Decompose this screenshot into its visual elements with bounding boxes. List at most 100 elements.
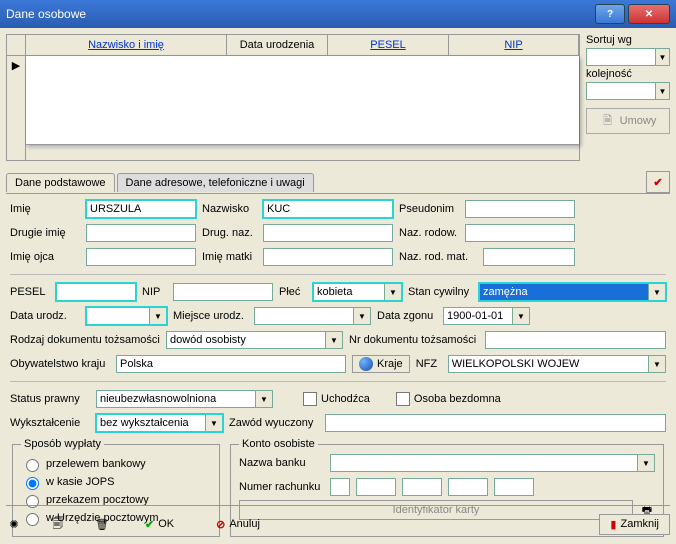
window-title: Dane osobowe	[6, 7, 86, 21]
personal-data-window: Dane osobowe ? ✕ Nazwisko i imię Data ur…	[0, 0, 676, 544]
countries-button[interactable]: Kraje	[352, 355, 410, 373]
contracts-button[interactable]: 🗎Umowy	[586, 108, 670, 134]
door-icon: ▮	[610, 518, 616, 531]
chevron-down-icon[interactable]: ▼	[150, 307, 167, 325]
profession-label: Zawód wyuczony	[229, 417, 319, 429]
death-date-input[interactable]	[443, 307, 513, 325]
chevron-down-icon[interactable]: ▼	[206, 414, 223, 432]
copy-icon[interactable]: 🗐	[50, 516, 66, 532]
chevron-down-icon[interactable]: ▼	[656, 48, 670, 66]
document-icon: 🗎	[600, 113, 616, 129]
account-seg-1[interactable]	[356, 478, 396, 496]
father-name-input[interactable]	[86, 248, 196, 266]
account-seg-0[interactable]	[330, 478, 350, 496]
pesel-label: PESEL	[10, 286, 50, 298]
citizenship-input[interactable]	[116, 355, 346, 373]
sex-select[interactable]	[313, 283, 385, 301]
pseudonym-input[interactable]	[465, 200, 575, 218]
first-name-input[interactable]	[86, 200, 196, 218]
chevron-down-icon[interactable]: ▼	[638, 454, 655, 472]
refugee-checkbox[interactable]: Uchodźca	[303, 392, 370, 406]
col-name[interactable]: Nazwisko i imię	[26, 35, 227, 55]
nfz-label: NFZ	[416, 358, 442, 370]
chevron-down-icon[interactable]: ▼	[385, 283, 402, 301]
maiden-name-label: Naz. rodow.	[399, 227, 459, 239]
marital-status-label: Stan cywilny	[408, 286, 473, 298]
account-seg-2[interactable]	[402, 478, 442, 496]
sort-order-select[interactable]: rosnąca	[586, 82, 656, 100]
close-button[interactable]: ▮Zamknij	[599, 514, 670, 535]
mother-name-label: Imię matki	[202, 251, 257, 263]
father-name-label: Imię ojca	[10, 251, 80, 263]
bank-name-label: Nazwa banku	[239, 457, 324, 469]
help-button[interactable]: ?	[595, 4, 625, 24]
education-select[interactable]	[96, 414, 206, 432]
education-label: Wykształcenie	[10, 417, 90, 429]
last-name-input[interactable]	[263, 200, 393, 218]
account-seg-4[interactable]	[494, 478, 534, 496]
validate-button[interactable]: ✔	[646, 171, 670, 193]
chevron-down-icon[interactable]: ▼	[256, 390, 273, 408]
chevron-down-icon[interactable]: ▼	[354, 307, 371, 325]
chevron-down-icon[interactable]: ▼	[513, 307, 530, 325]
sort-by-label: Sortuj wg	[586, 34, 670, 46]
mother-name-input[interactable]	[263, 248, 393, 266]
homeless-checkbox[interactable]: Osoba bezdomna	[396, 392, 501, 406]
new-icon[interactable]: ✺	[6, 516, 22, 532]
col-pesel[interactable]: PESEL	[328, 35, 449, 55]
second-name-input[interactable]	[86, 224, 196, 242]
sort-order-label: kolejność	[586, 68, 670, 80]
id-doc-type-label: Rodzaj dokumentu tożsamości	[10, 334, 160, 346]
legal-status-label: Status prawny	[10, 393, 90, 405]
death-date-label: Data zgonu	[377, 310, 437, 322]
nfz-select[interactable]	[448, 355, 649, 373]
birth-date-label: Data urodz.	[10, 310, 80, 322]
maiden-name-input[interactable]	[465, 224, 575, 242]
tab-basic-data[interactable]: Dane podstawowe	[6, 173, 115, 192]
marital-status-select[interactable]	[479, 283, 649, 301]
chevron-down-icon[interactable]: ▼	[326, 331, 343, 349]
id-doc-number-label: Nr dokumentu tożsamości	[349, 334, 479, 346]
id-doc-number-input[interactable]	[485, 331, 666, 349]
birth-place-label: Miejsce urodz.	[173, 310, 248, 322]
citizenship-label: Obywatelstwo kraju	[10, 358, 110, 370]
second-surname-input[interactable]	[263, 224, 393, 242]
nip-label: NIP	[142, 286, 167, 298]
person-grid[interactable]: Nazwisko i imię Data urodzenia PESEL NIP…	[6, 34, 580, 161]
radio-bank-transfer[interactable]: przelewem bankowy	[21, 456, 211, 472]
mother-maiden-label: Naz. rod. mat.	[399, 251, 477, 263]
pseudonym-label: Pseudonim	[399, 203, 459, 215]
pesel-input[interactable]	[56, 283, 136, 301]
profession-input[interactable]	[325, 414, 666, 432]
sort-by-select[interactable]: nazwiska	[586, 48, 656, 66]
birth-date-input[interactable]	[86, 307, 150, 325]
ok-button[interactable]: ✔OK	[138, 515, 181, 534]
cancel-button[interactable]: ⊘Anuluj	[209, 515, 267, 534]
last-name-label: Nazwisko	[202, 203, 257, 215]
check-icon: ✔	[145, 518, 154, 531]
close-window-button[interactable]: ✕	[628, 4, 670, 24]
col-nip[interactable]: NIP	[449, 35, 579, 55]
account-legend: Konto osobiste	[239, 438, 318, 450]
first-name-label: Imię	[10, 203, 80, 215]
second-surname-label: Drug. naz.	[202, 227, 257, 239]
chevron-down-icon[interactable]: ▼	[649, 355, 666, 373]
radio-cash-jops[interactable]: w kasie JOPS	[21, 474, 211, 490]
cancel-icon: ⊘	[216, 518, 225, 531]
chevron-down-icon[interactable]: ▼	[656, 82, 670, 100]
delete-icon[interactable]: 🗑	[94, 516, 110, 532]
payment-method-legend: Sposób wypłaty	[21, 438, 104, 450]
legal-status-select[interactable]	[96, 390, 256, 408]
tab-address-data[interactable]: Dane adresowe, telefoniczne i uwagi	[117, 173, 314, 192]
account-number-label: Numer rachunku	[239, 481, 324, 493]
bank-name-select[interactable]	[330, 454, 638, 472]
id-doc-type-select[interactable]	[166, 331, 326, 349]
titlebar: Dane osobowe ? ✕	[0, 0, 676, 28]
chevron-down-icon[interactable]: ▼	[649, 283, 666, 301]
nip-input[interactable]	[173, 283, 273, 301]
mother-maiden-input[interactable]	[483, 248, 575, 266]
birth-place-input[interactable]	[254, 307, 354, 325]
col-birthdate[interactable]: Data urodzenia	[227, 35, 328, 55]
globe-icon	[359, 357, 373, 371]
account-seg-3[interactable]	[448, 478, 488, 496]
